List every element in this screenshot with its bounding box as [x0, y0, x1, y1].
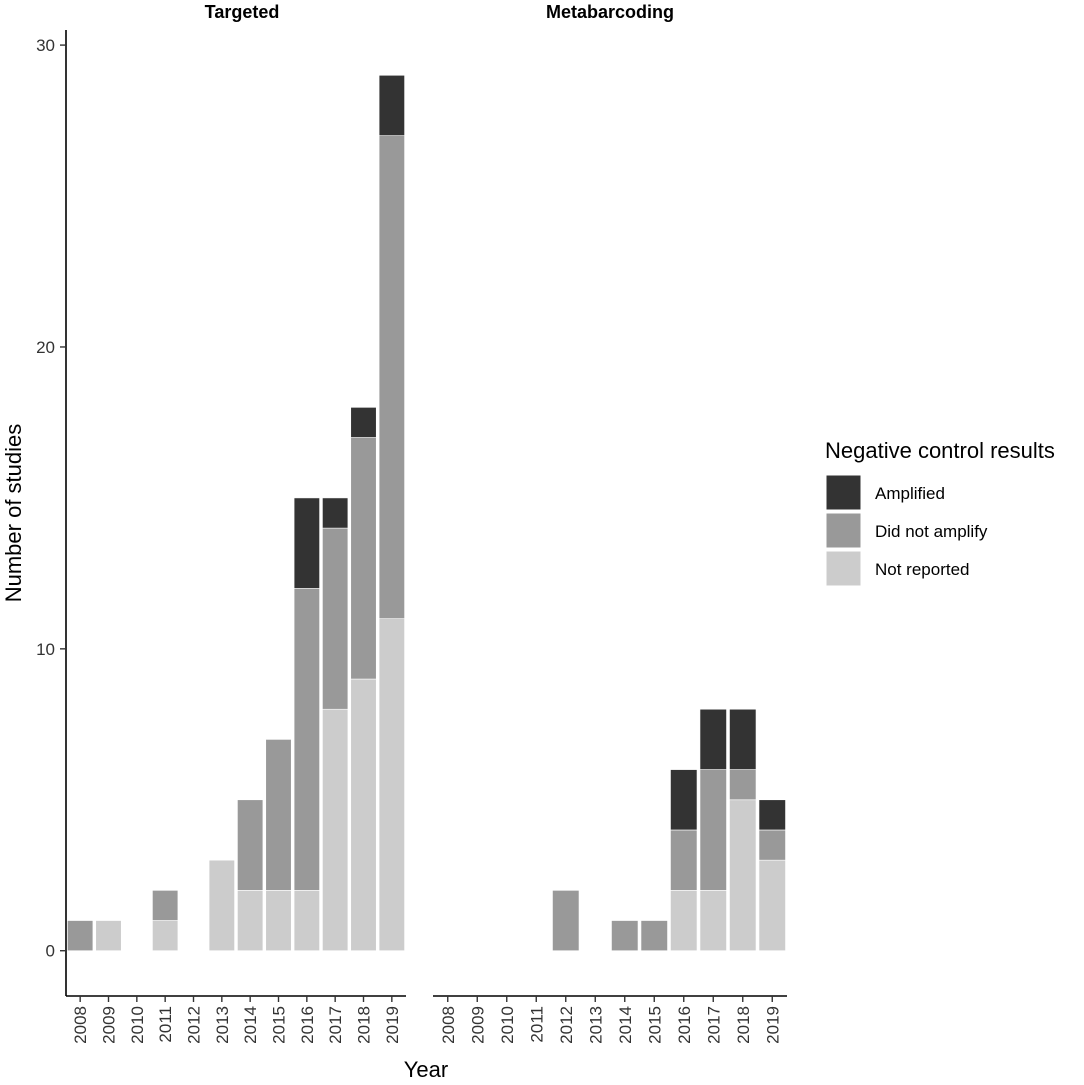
bar-segment-not-reported [758, 859, 786, 952]
bar-segment-not-reported [350, 678, 377, 952]
bar-segment-not-reported [322, 708, 349, 952]
panel-title: Targeted [205, 2, 280, 22]
x-tick-label: 2016 [675, 1006, 694, 1044]
x-tick-label: 2014 [241, 1006, 260, 1044]
bar-segment-amplified [378, 74, 405, 136]
bar-segment-did-not-amplify [265, 739, 292, 891]
bar-segment-did-not-amplify [378, 135, 405, 619]
legend-swatch [825, 512, 862, 549]
legend-label: Amplified [875, 484, 945, 503]
x-tick-label: 2011 [527, 1006, 546, 1043]
bar-segment-not-reported [265, 890, 292, 952]
bar-segment-not-reported [729, 799, 757, 952]
x-tick-label: 2017 [704, 1006, 723, 1044]
legend-label: Not reported [875, 560, 970, 579]
bar-segment-did-not-amplify [237, 799, 264, 891]
y-axis-title: Number of studies [1, 424, 26, 603]
legend-swatch [825, 550, 862, 587]
bar-segment-not-reported [95, 920, 122, 952]
bar-segment-amplified [729, 708, 757, 770]
x-tick-label: 2019 [383, 1006, 402, 1044]
legend-swatch [825, 474, 862, 511]
bar-segment-not-reported [293, 890, 320, 952]
x-tick-label: 2017 [326, 1006, 345, 1044]
bar-segment-amplified [322, 497, 349, 529]
x-tick-label: 2016 [298, 1006, 317, 1044]
x-tick-label: 2012 [557, 1006, 576, 1044]
x-tick-label: 2009 [100, 1006, 119, 1044]
y-tick-label: 20 [36, 338, 55, 357]
bar-segment-not-reported [699, 890, 727, 952]
x-tick-label: 2010 [498, 1006, 517, 1044]
x-tick-label: 2015 [270, 1006, 289, 1044]
y-tick-label: 10 [36, 640, 55, 659]
x-tick-label: 2013 [586, 1006, 605, 1044]
x-tick-label: 2010 [128, 1006, 147, 1044]
x-tick-label: 2012 [185, 1006, 204, 1044]
x-tick-label: 2011 [156, 1006, 175, 1043]
y-tick-label: 0 [46, 942, 55, 961]
bar-segment-amplified [670, 769, 698, 831]
bar-segment-not-reported [237, 890, 264, 952]
x-tick-label: 2015 [645, 1006, 664, 1044]
bar-segment-did-not-amplify [611, 920, 639, 952]
y-tick-label: 30 [36, 36, 55, 55]
bar-segment-not-reported [208, 859, 235, 952]
legend-title: Negative control results [825, 438, 1055, 463]
panel-title: Metabarcoding [546, 2, 674, 22]
x-tick-label: 2013 [213, 1006, 232, 1044]
x-tick-label: 2018 [355, 1006, 374, 1044]
bar-segment-not-reported [378, 618, 405, 952]
x-tick-label: 2018 [734, 1006, 753, 1044]
bar-segment-not-reported [152, 920, 179, 952]
x-tick-label: 2014 [616, 1006, 635, 1044]
bar-segment-did-not-amplify [67, 920, 94, 952]
bar-segment-did-not-amplify [293, 588, 320, 891]
x-tick-label: 2008 [439, 1006, 458, 1044]
bar-segment-did-not-amplify [552, 890, 580, 952]
bar-segment-did-not-amplify [670, 829, 698, 891]
bar-segment-amplified [758, 799, 786, 831]
bar-segment-amplified [293, 497, 320, 589]
bar-segment-did-not-amplify [729, 769, 757, 801]
bar-segment-did-not-amplify [699, 769, 727, 891]
bar-segment-did-not-amplify [152, 890, 179, 921]
bar-segment-did-not-amplify [640, 920, 668, 952]
bar-segment-did-not-amplify [322, 527, 349, 710]
bar-segment-did-not-amplify [758, 829, 786, 861]
bar-segment-amplified [699, 708, 727, 770]
x-tick-label: 2019 [763, 1006, 782, 1044]
bar-segment-did-not-amplify [350, 437, 377, 680]
bar-segment-not-reported [670, 890, 698, 952]
x-tick-label: 2009 [468, 1006, 487, 1044]
x-axis-title: Year [404, 1057, 448, 1080]
x-tick-label: 2008 [71, 1006, 90, 1044]
bar-segment-amplified [350, 407, 377, 438]
legend-label: Did not amplify [875, 522, 988, 541]
